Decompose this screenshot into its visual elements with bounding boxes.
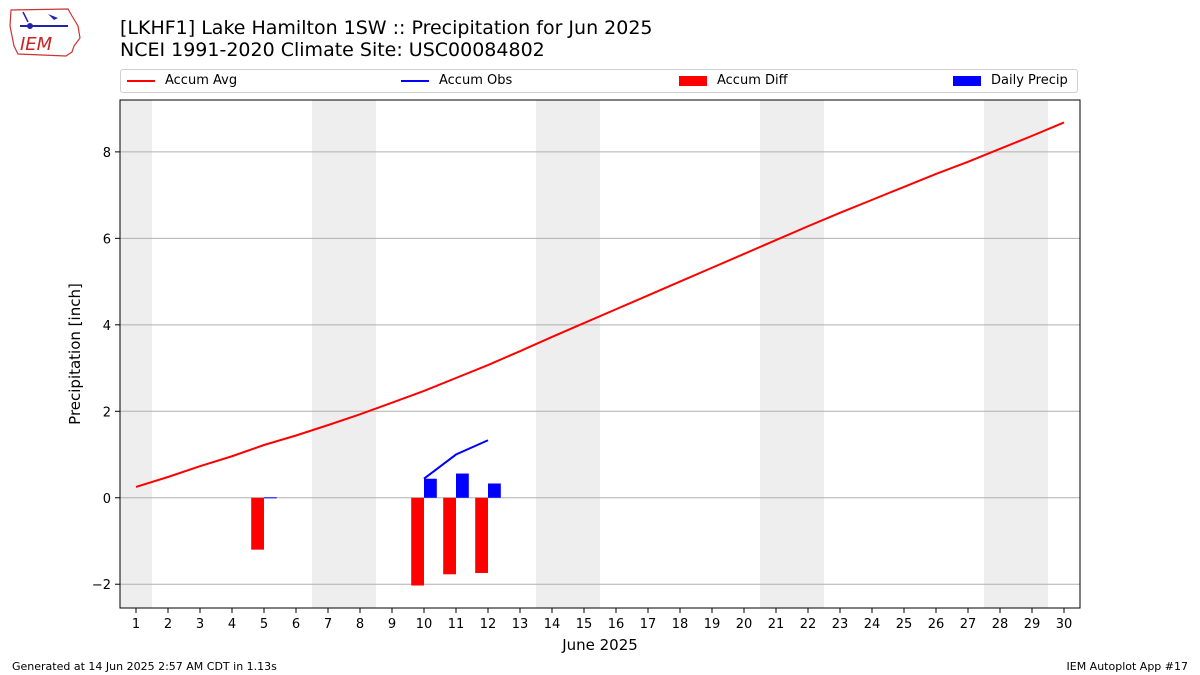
x-tick-label: 12	[480, 617, 497, 632]
y-tick-label: 0	[103, 492, 111, 507]
x-tick-label: 23	[832, 617, 849, 632]
daily-precip-bar	[488, 483, 501, 498]
x-tick-label: 14	[544, 617, 561, 632]
x-tick-label: 21	[768, 617, 785, 632]
legend-label-accum-diff: Accum Diff	[717, 73, 788, 88]
x-tick-label: 11	[448, 617, 465, 632]
x-tick-label: 1	[132, 617, 140, 632]
x-tick-label: 15	[576, 617, 593, 632]
footer-app: IEM Autoplot App #17	[1066, 660, 1189, 673]
x-tick-label: 26	[928, 617, 945, 632]
title-line-2: NCEI 1991-2020 Climate Site: USC00084802	[120, 39, 545, 61]
accum-diff-bar	[443, 497, 456, 575]
daily-precip-bar	[424, 478, 437, 498]
legend-label-daily-precip: Daily Precip	[991, 73, 1068, 88]
x-tick-label: 5	[260, 617, 268, 632]
weekend-shade-1	[312, 100, 376, 608]
footer-generated: Generated at 14 Jun 2025 2:57 AM CDT in …	[12, 660, 277, 673]
legend: Accum Avg Accum Obs Accum Diff Daily Pre…	[120, 69, 1078, 93]
legend-swatch-accum-avg	[127, 79, 155, 82]
y-tick-label: 4	[103, 319, 111, 334]
weekend-shade-4	[984, 100, 1048, 608]
x-tick-label: 10	[416, 617, 433, 632]
weekend-shade-0	[120, 100, 152, 608]
x-tick-label: 8	[356, 617, 364, 632]
y-tick-label: −2	[92, 578, 111, 593]
legend-swatch-daily-precip	[953, 75, 981, 86]
x-tick-label: 3	[196, 617, 204, 632]
x-tick-label: 4	[228, 617, 236, 632]
y-tick-label: 8	[103, 146, 111, 161]
x-tick-label: 7	[324, 617, 332, 632]
x-axis-label: June 2025	[561, 636, 638, 654]
x-tick-label: 9	[388, 617, 396, 632]
daily-precip-bar	[264, 497, 277, 499]
title-line-1: [LKHF1] Lake Hamilton 1SW :: Precipitati…	[120, 17, 653, 39]
x-tick-label: 30	[1056, 617, 1073, 632]
accum-obs-line	[423, 439, 489, 480]
legend-item-daily-precip: Daily Precip	[953, 73, 1068, 88]
x-tick-label: 2	[164, 617, 172, 632]
legend-item-accum-avg: Accum Avg	[127, 73, 237, 88]
x-tick-label: 22	[800, 617, 817, 632]
legend-swatch-accum-diff	[679, 75, 707, 86]
x-tick-label: 27	[960, 617, 977, 632]
accum-avg-line	[135, 121, 1065, 488]
legend-label-accum-obs: Accum Obs	[439, 73, 513, 88]
chart-title: [LKHF1] Lake Hamilton 1SW :: Precipitati…	[120, 17, 653, 61]
legend-label-accum-avg: Accum Avg	[165, 73, 238, 88]
y-tick-label: 2	[103, 405, 111, 420]
legend-swatch-accum-obs	[401, 79, 429, 82]
x-tick-label: 19	[704, 617, 721, 632]
legend-item-accum-diff: Accum Diff	[679, 73, 788, 88]
x-tick-label: 28	[992, 617, 1009, 632]
accum-diff-bar	[411, 497, 424, 586]
y-axis-label: Precipitation [inch]	[66, 283, 84, 425]
x-tick-label: 25	[896, 617, 913, 632]
x-tick-label: 20	[736, 617, 753, 632]
x-tick-label: 29	[1024, 617, 1041, 632]
legend-item-accum-obs: Accum Obs	[401, 73, 512, 88]
x-tick-label: 18	[672, 617, 689, 632]
plot-frame	[119, 99, 1081, 609]
weekend-shade-3	[760, 100, 824, 608]
iem-logo: IEM	[8, 6, 82, 62]
x-tick-label: 6	[292, 617, 300, 632]
x-tick-label: 16	[608, 617, 625, 632]
x-tick-label: 17	[640, 617, 657, 632]
daily-precip-bar	[456, 473, 469, 498]
x-tick-label: 13	[512, 617, 529, 632]
logo-text: IEM	[20, 34, 53, 55]
x-tick-label: 24	[864, 617, 881, 632]
y-tick-label: 6	[103, 232, 111, 247]
accum-diff-bar	[251, 497, 264, 550]
accum-diff-bar	[475, 497, 488, 573]
weekend-shade-2	[536, 100, 600, 608]
